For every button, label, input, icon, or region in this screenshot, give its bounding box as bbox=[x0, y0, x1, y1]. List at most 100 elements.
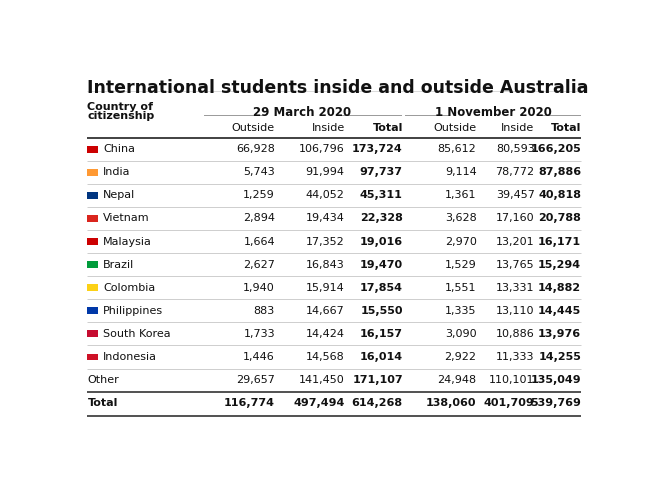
Text: Total: Total bbox=[372, 123, 403, 133]
Text: 14,255: 14,255 bbox=[538, 352, 581, 362]
Text: 883: 883 bbox=[254, 306, 275, 316]
Text: Colombia: Colombia bbox=[103, 283, 155, 293]
Text: 44,052: 44,052 bbox=[306, 190, 344, 200]
Text: 106,796: 106,796 bbox=[299, 144, 344, 154]
Text: 2,627: 2,627 bbox=[243, 260, 275, 270]
Text: 29,657: 29,657 bbox=[236, 375, 275, 385]
Text: 85,612: 85,612 bbox=[437, 144, 476, 154]
Text: 5,743: 5,743 bbox=[243, 167, 275, 177]
Text: 539,769: 539,769 bbox=[530, 398, 581, 408]
Text: 11,333: 11,333 bbox=[496, 352, 534, 362]
Text: Inside: Inside bbox=[311, 123, 344, 133]
Text: 2,970: 2,970 bbox=[445, 237, 476, 246]
Text: 17,352: 17,352 bbox=[306, 237, 344, 246]
Text: 1,551: 1,551 bbox=[445, 283, 476, 293]
Text: 135,049: 135,049 bbox=[530, 375, 581, 385]
Text: 1,259: 1,259 bbox=[243, 190, 275, 200]
Text: 29 March 2020: 29 March 2020 bbox=[253, 106, 351, 120]
Text: 138,060: 138,060 bbox=[426, 398, 476, 408]
Text: 13,976: 13,976 bbox=[538, 329, 581, 339]
Text: 10,886: 10,886 bbox=[496, 329, 534, 339]
Text: 1,335: 1,335 bbox=[445, 306, 476, 316]
FancyBboxPatch shape bbox=[88, 238, 97, 245]
Text: Brazil: Brazil bbox=[103, 260, 134, 270]
FancyBboxPatch shape bbox=[88, 261, 97, 268]
Text: 91,994: 91,994 bbox=[306, 167, 345, 177]
Text: 14,882: 14,882 bbox=[538, 283, 581, 293]
Text: 13,331: 13,331 bbox=[496, 283, 534, 293]
Text: 17,854: 17,854 bbox=[360, 283, 403, 293]
Text: 16,171: 16,171 bbox=[538, 237, 581, 246]
Text: South Korea: South Korea bbox=[103, 329, 170, 339]
Text: Total: Total bbox=[551, 123, 581, 133]
Text: 171,107: 171,107 bbox=[352, 375, 403, 385]
Text: 2,894: 2,894 bbox=[243, 214, 275, 223]
Text: 3,628: 3,628 bbox=[445, 214, 476, 223]
Text: 110,101: 110,101 bbox=[489, 375, 534, 385]
Text: 13,765: 13,765 bbox=[496, 260, 534, 270]
Text: Inside: Inside bbox=[501, 123, 534, 133]
FancyBboxPatch shape bbox=[88, 146, 97, 153]
FancyBboxPatch shape bbox=[88, 169, 97, 176]
Text: 13,110: 13,110 bbox=[496, 306, 534, 316]
Text: 19,434: 19,434 bbox=[306, 214, 344, 223]
Text: 24,948: 24,948 bbox=[437, 375, 476, 385]
Text: 1,664: 1,664 bbox=[243, 237, 275, 246]
Text: 87,886: 87,886 bbox=[538, 167, 581, 177]
Text: 17,160: 17,160 bbox=[496, 214, 534, 223]
Text: Philippines: Philippines bbox=[103, 306, 163, 316]
FancyBboxPatch shape bbox=[88, 215, 97, 222]
Text: Outside: Outside bbox=[434, 123, 476, 133]
Text: 14,667: 14,667 bbox=[306, 306, 344, 316]
Text: Total: Total bbox=[88, 398, 118, 408]
Text: 173,724: 173,724 bbox=[352, 144, 403, 154]
FancyBboxPatch shape bbox=[88, 192, 97, 199]
Text: 1,733: 1,733 bbox=[243, 329, 275, 339]
Text: citizenship: citizenship bbox=[88, 111, 155, 122]
Text: 16,014: 16,014 bbox=[359, 352, 403, 362]
Text: 116,774: 116,774 bbox=[224, 398, 275, 408]
Text: 15,914: 15,914 bbox=[306, 283, 344, 293]
FancyBboxPatch shape bbox=[88, 308, 97, 314]
Text: 15,550: 15,550 bbox=[360, 306, 403, 316]
Text: 39,457: 39,457 bbox=[496, 190, 534, 200]
Text: 45,311: 45,311 bbox=[360, 190, 403, 200]
Text: Nepal: Nepal bbox=[103, 190, 135, 200]
Text: 16,157: 16,157 bbox=[360, 329, 403, 339]
Text: 14,424: 14,424 bbox=[306, 329, 345, 339]
Text: 40,818: 40,818 bbox=[538, 190, 581, 200]
Text: 3,090: 3,090 bbox=[445, 329, 476, 339]
Text: 1,940: 1,940 bbox=[243, 283, 275, 293]
Text: 1,446: 1,446 bbox=[243, 352, 275, 362]
Text: Indonesia: Indonesia bbox=[103, 352, 157, 362]
Text: 97,737: 97,737 bbox=[360, 167, 403, 177]
Text: 16,843: 16,843 bbox=[306, 260, 344, 270]
Text: 9,114: 9,114 bbox=[445, 167, 476, 177]
Text: 78,772: 78,772 bbox=[495, 167, 534, 177]
Text: 19,016: 19,016 bbox=[359, 237, 403, 246]
Text: 1,529: 1,529 bbox=[445, 260, 476, 270]
Text: 22,328: 22,328 bbox=[360, 214, 403, 223]
Text: 66,928: 66,928 bbox=[236, 144, 275, 154]
Text: 80,593: 80,593 bbox=[496, 144, 534, 154]
Text: 14,568: 14,568 bbox=[306, 352, 344, 362]
Text: Other: Other bbox=[88, 375, 119, 385]
Text: Vietnam: Vietnam bbox=[103, 214, 150, 223]
FancyBboxPatch shape bbox=[88, 331, 97, 338]
Text: 14,445: 14,445 bbox=[538, 306, 581, 316]
Text: International students inside and outside Australia: International students inside and outsid… bbox=[88, 79, 589, 97]
FancyBboxPatch shape bbox=[88, 284, 97, 291]
Text: Malaysia: Malaysia bbox=[103, 237, 152, 246]
Text: 15,294: 15,294 bbox=[538, 260, 581, 270]
Text: 401,709: 401,709 bbox=[484, 398, 534, 408]
Text: India: India bbox=[103, 167, 131, 177]
Text: 1,361: 1,361 bbox=[445, 190, 476, 200]
Text: Outside: Outside bbox=[232, 123, 275, 133]
Text: 497,494: 497,494 bbox=[293, 398, 345, 408]
Text: 166,205: 166,205 bbox=[530, 144, 581, 154]
Text: Country of: Country of bbox=[88, 102, 153, 112]
Text: 20,788: 20,788 bbox=[538, 214, 581, 223]
Text: 19,470: 19,470 bbox=[359, 260, 403, 270]
Text: 13,201: 13,201 bbox=[496, 237, 534, 246]
Text: China: China bbox=[103, 144, 135, 154]
